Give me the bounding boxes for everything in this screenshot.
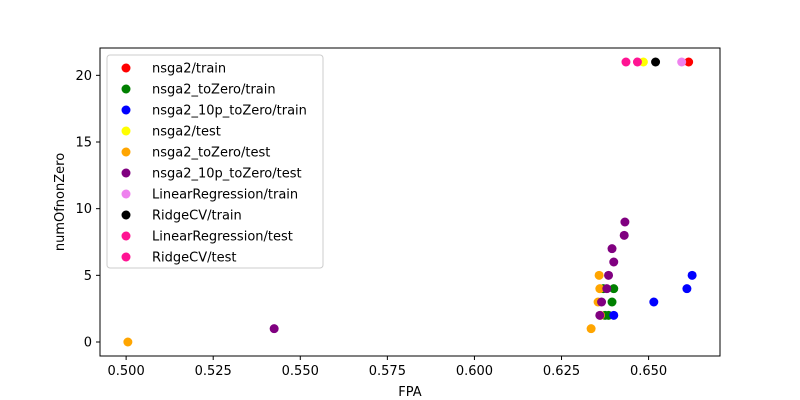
legend: nsga2/train nsga2_toZero/train nsga2_10p_t… bbox=[106, 54, 324, 269]
x-tick-label: 0.600 bbox=[456, 364, 493, 379]
data-point bbox=[602, 284, 612, 294]
data-point bbox=[597, 297, 607, 307]
y-axis-label: numOfnonZero bbox=[53, 153, 68, 251]
data-point bbox=[632, 57, 642, 67]
data-point bbox=[687, 270, 697, 280]
legend-marker bbox=[121, 63, 131, 73]
y-tick-label: 10 bbox=[75, 202, 92, 217]
legend-label: nsga2_toZero/train bbox=[152, 83, 276, 98]
data-point bbox=[619, 230, 629, 240]
x-tick-label: 0.575 bbox=[369, 364, 406, 379]
data-point bbox=[682, 284, 692, 294]
data-point bbox=[684, 57, 694, 67]
y-axis-ticks: 0 5 10 15 20 bbox=[75, 69, 100, 351]
legend-label: nsga2_toZero/test bbox=[152, 146, 270, 161]
y-tick-label: 5 bbox=[84, 269, 92, 284]
legend-marker bbox=[121, 105, 131, 115]
x-axis-label: FPA bbox=[398, 385, 421, 400]
x-axis-ticks: 0.500 0.525 0.550 0.575 0.600 0.625 0.650 bbox=[108, 356, 667, 379]
x-tick-label: 0.525 bbox=[195, 364, 232, 379]
legend-label: RidgeCV/train bbox=[152, 209, 242, 224]
legend-label: RidgeCV/test bbox=[152, 251, 236, 266]
data-point bbox=[586, 324, 596, 334]
x-tick-label: 0.650 bbox=[630, 364, 667, 379]
legend-marker bbox=[121, 252, 131, 262]
data-point bbox=[609, 284, 619, 294]
legend-label: nsga2_10p_toZero/test bbox=[152, 167, 302, 182]
plot-frame bbox=[99, 47, 721, 357]
x-tick-label: 0.500 bbox=[108, 364, 145, 379]
legend-marker bbox=[121, 147, 131, 157]
legend-marker bbox=[121, 168, 131, 178]
data-point bbox=[123, 337, 133, 347]
legend-label: LinearRegression/test bbox=[152, 230, 293, 245]
y-tick-label: 20 bbox=[75, 69, 92, 84]
legend-marker bbox=[121, 189, 131, 199]
y-tick-label: 15 bbox=[75, 136, 92, 151]
data-point bbox=[609, 310, 619, 320]
data-point bbox=[607, 297, 617, 307]
legend-label: nsga2_10p_toZero/train bbox=[152, 104, 307, 119]
legend-box bbox=[106, 54, 324, 269]
x-tick-label: 0.625 bbox=[543, 364, 580, 379]
data-point bbox=[595, 284, 605, 294]
data-point bbox=[621, 57, 631, 67]
data-point bbox=[595, 310, 605, 320]
data-point bbox=[620, 217, 630, 227]
x-tick-label: 0.550 bbox=[282, 364, 319, 379]
data-point bbox=[604, 270, 614, 280]
legend-marker bbox=[121, 84, 131, 94]
data-point bbox=[649, 297, 659, 307]
legend-marker bbox=[121, 126, 131, 136]
data-point bbox=[609, 257, 619, 267]
legend-label: LinearRegression/train bbox=[152, 188, 298, 203]
legend-label: nsga2/train bbox=[152, 62, 226, 77]
data-point bbox=[269, 324, 279, 334]
data-point bbox=[677, 57, 687, 67]
legend-marker bbox=[121, 210, 131, 220]
data-points bbox=[123, 57, 697, 347]
data-point bbox=[594, 270, 604, 280]
legend-label: nsga2/test bbox=[152, 125, 221, 140]
data-point bbox=[651, 57, 661, 67]
data-point bbox=[607, 244, 617, 254]
legend-marker bbox=[121, 231, 131, 241]
y-tick-label: 0 bbox=[84, 336, 92, 351]
